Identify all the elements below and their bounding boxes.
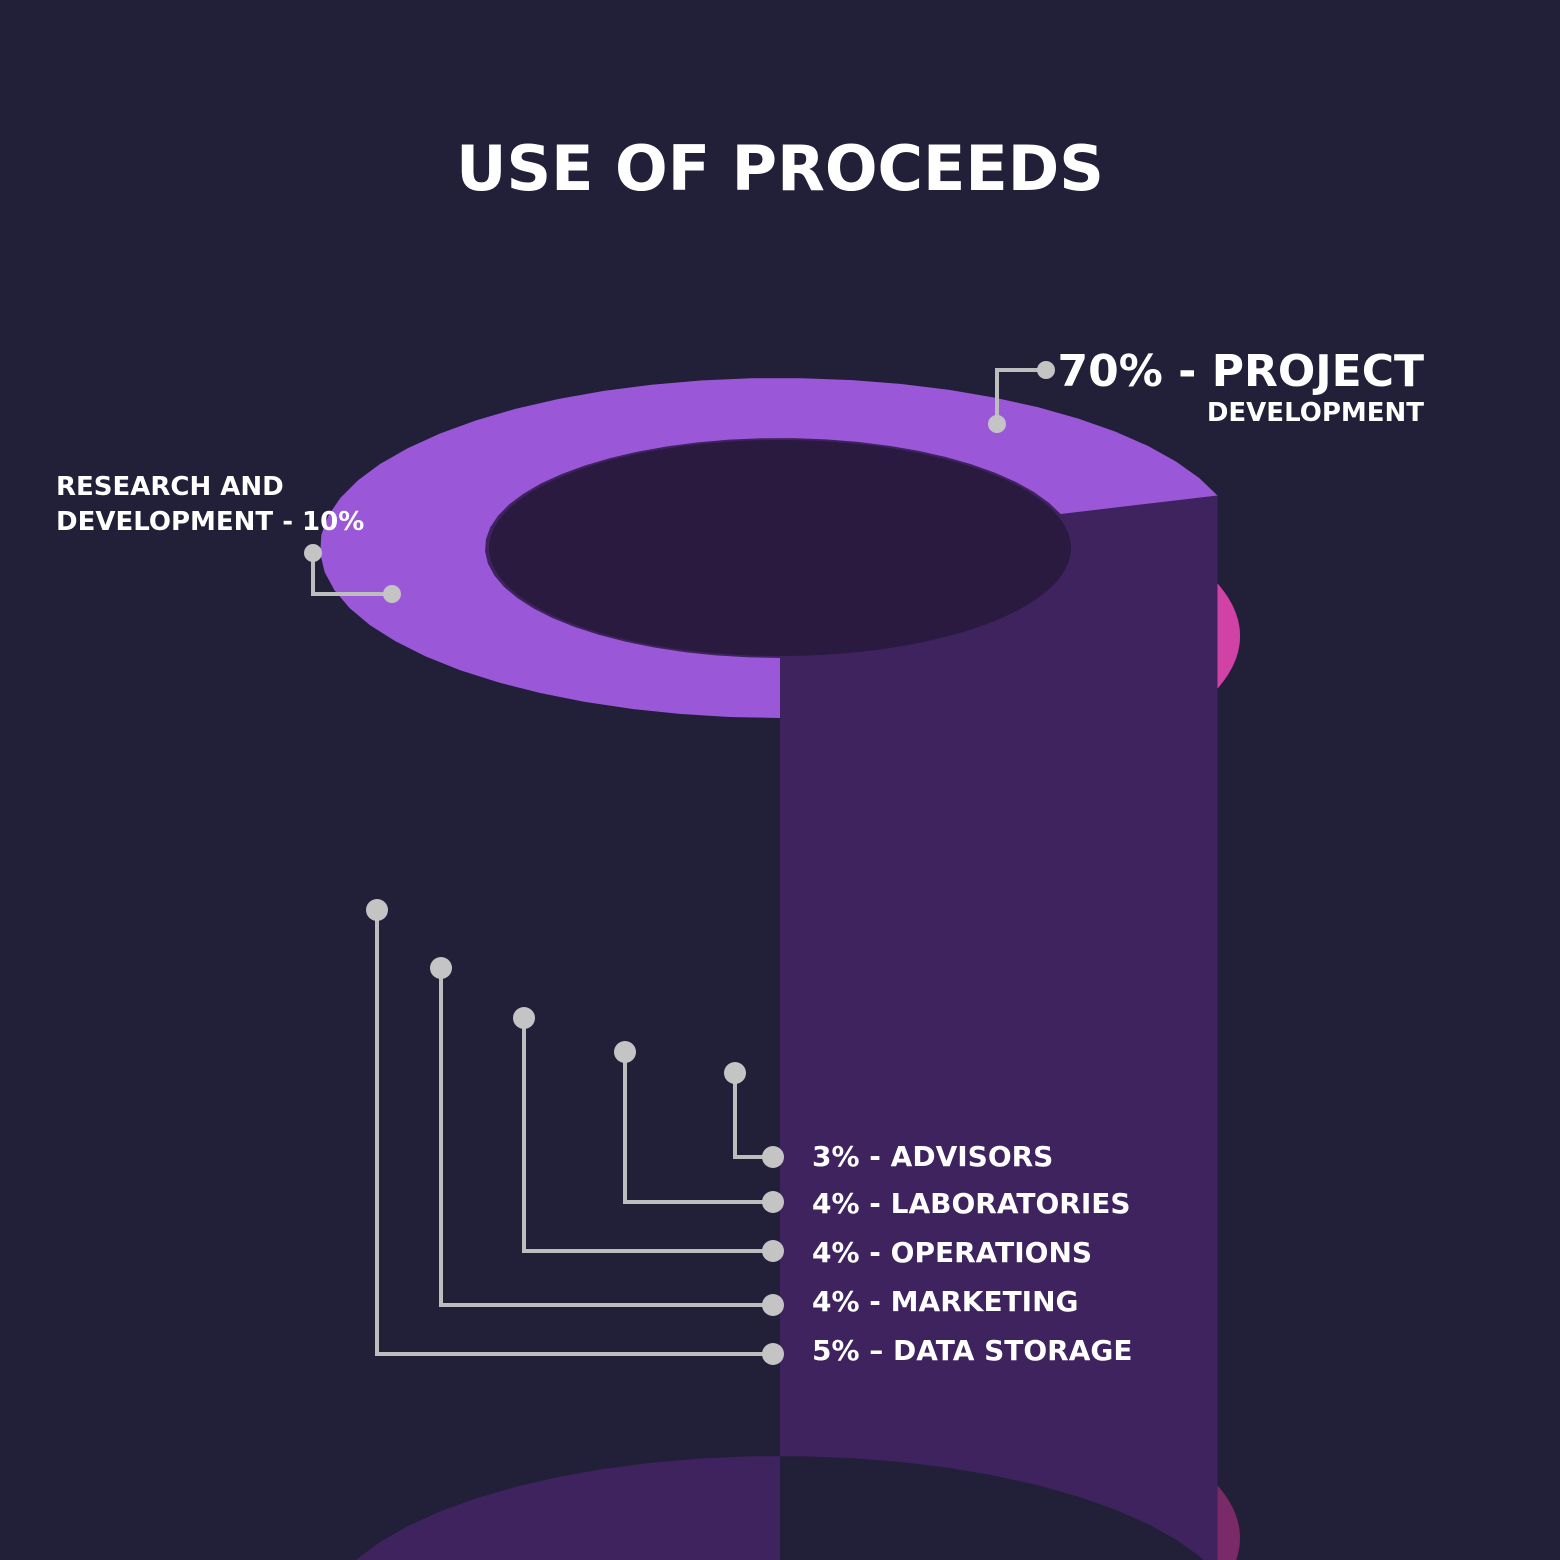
leader-dot-project-development-label <box>1037 361 1055 379</box>
leader-dot-laboratories-slice <box>614 1041 636 1063</box>
slice-label-laboratories: 4% - LABORATORIES <box>812 1187 1131 1220</box>
slice-label-project-development-line2: DEVELOPMENT <box>1207 398 1424 428</box>
slice-label-advisors: 3% - ADVISORS <box>812 1140 1053 1173</box>
slice-label-project-development-line1: 70% - PROJECT <box>1058 346 1424 397</box>
leader-data-storage <box>375 910 773 1356</box>
donut-slices <box>320 378 1240 1560</box>
slice-label-research-development-line2: DEVELOPMENT - 10% <box>56 507 364 537</box>
slice-label-research-development-line1: RESEARCH AND <box>56 472 284 502</box>
leader-dot-operations-slice <box>513 1007 535 1029</box>
leader-dot-data-storage-slice <box>366 899 388 921</box>
leader-dot-advisors-slice <box>724 1062 746 1084</box>
slice-label-operations: 4% - OPERATIONS <box>812 1236 1092 1269</box>
slice-label-marketing: 4% - MARKETING <box>812 1285 1079 1318</box>
donut-hole <box>489 440 1071 656</box>
leader-dot-data-storage-label <box>762 1343 784 1365</box>
leader-operations <box>522 1018 773 1253</box>
leader-laboratories <box>623 1052 773 1204</box>
chart-title: USE OF PROCEEDS <box>456 132 1104 205</box>
leader-dot-project-development-slice <box>988 415 1006 433</box>
slice-top-0 <box>320 378 1218 718</box>
slice-label-data-storage: 5% – DATA STORAGE <box>812 1334 1133 1367</box>
leader-marketing <box>439 968 773 1307</box>
leader-dot-research-slice <box>383 585 401 603</box>
leader-dot-marketing-label <box>762 1294 784 1316</box>
leader-dot-research-label <box>304 544 322 562</box>
leader-dot-operations-label <box>762 1240 784 1262</box>
leader-dot-marketing-slice <box>430 957 452 979</box>
slice-side-1 <box>1217 583 1240 1560</box>
leader-dot-advisors-label <box>762 1146 784 1168</box>
leader-lines <box>304 361 1055 1365</box>
leader-advisors <box>733 1073 773 1159</box>
leader-project-development <box>995 368 1046 424</box>
leader-dot-laboratories-label <box>762 1191 784 1213</box>
leader-research-development <box>311 553 392 596</box>
